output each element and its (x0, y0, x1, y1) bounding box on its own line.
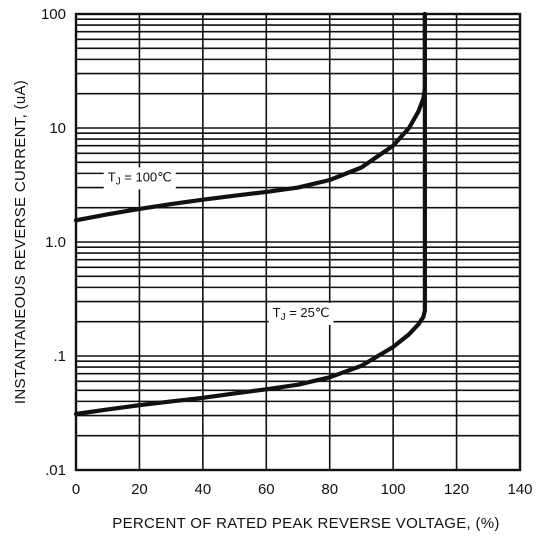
series-label-1: TJ = 25℃ (268, 302, 334, 325)
series-label-text: TJ = 100℃ (108, 169, 172, 187)
series-label-background (268, 302, 334, 325)
y-tick-label: .1 (53, 348, 66, 365)
x-tick-label: 80 (321, 481, 338, 498)
series-label-main: T (273, 305, 281, 320)
series-label-rest: = 25℃ (286, 305, 330, 320)
x-tick-label: 120 (444, 481, 469, 498)
grid-lines (76, 14, 520, 470)
series-lines (73, 11, 427, 417)
series-label-sub: J (281, 312, 286, 323)
y-tick-labels: .01 .1 1.0 10 100 (41, 6, 66, 479)
y-tick-label: 10 (49, 120, 66, 137)
x-tick-label: 0 (72, 481, 80, 498)
series-line-1 (73, 11, 427, 417)
plot-frame (74, 12, 522, 472)
series-label-sub: J (116, 176, 121, 187)
y-axis-title: INSTANTANEOUS REVERSE CURRENT, (uA) (12, 80, 29, 404)
x-tick-label: 140 (507, 481, 532, 498)
y-tick-label: 1.0 (45, 234, 66, 251)
series-label-text: TJ = 25℃ (273, 305, 330, 323)
series-label-main: T (108, 169, 116, 184)
x-tick-label: 100 (381, 481, 406, 498)
x-tick-label: 20 (131, 481, 148, 498)
series-annotations: TJ = 100℃TJ = 25℃ (103, 167, 334, 325)
series-label-background (103, 167, 176, 190)
x-axis-title: PERCENT OF RATED PEAK REVERSE VOLTAGE, (… (112, 515, 499, 532)
series-label-rest: = 100℃ (121, 169, 172, 184)
x-tick-label: 60 (258, 481, 275, 498)
y-tick-label: 100 (41, 6, 66, 23)
x-tick-label: 40 (195, 481, 212, 498)
y-tick-label: .01 (45, 462, 66, 479)
series-label-0: TJ = 100℃ (103, 167, 176, 190)
x-tick-labels: 0 20 40 60 80 100 120 140 (72, 481, 533, 498)
